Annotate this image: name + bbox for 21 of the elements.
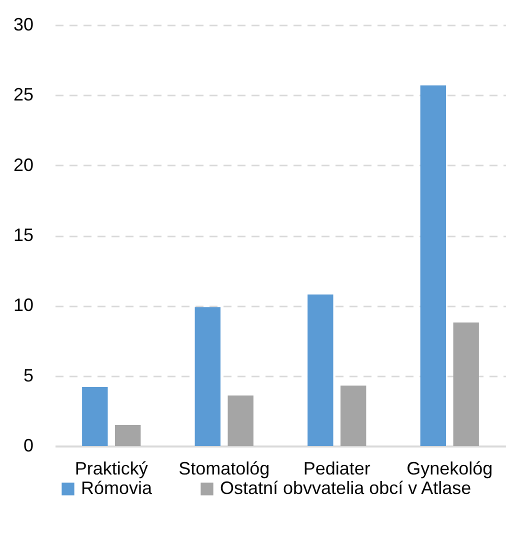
y-tick-label: 30: [13, 14, 34, 34]
bar: [228, 395, 254, 446]
bar: [453, 322, 479, 446]
x-tick-label: Praktický: [74, 458, 148, 478]
legend-label: Ostatní obvvatelia obcí v Atlase: [220, 478, 472, 498]
bar: [340, 386, 366, 446]
bar: [420, 85, 446, 446]
x-tick-label: Gynekológ: [406, 458, 493, 478]
bar: [194, 307, 220, 446]
bar: [115, 424, 141, 446]
x-tick-label: Pediater: [303, 458, 370, 478]
y-tick-label: 25: [13, 84, 34, 105]
y-tick-label: 10: [13, 295, 34, 316]
legend-label: Rómovia: [81, 478, 154, 498]
y-tick-label: 20: [13, 154, 34, 175]
x-tick-label: Stomatológ: [178, 458, 270, 478]
bar: [308, 294, 334, 446]
y-tick-label: 0: [23, 436, 34, 456]
y-tick-label: 5: [23, 365, 34, 386]
y-tick-label: 15: [13, 225, 34, 245]
bar: [82, 387, 108, 446]
